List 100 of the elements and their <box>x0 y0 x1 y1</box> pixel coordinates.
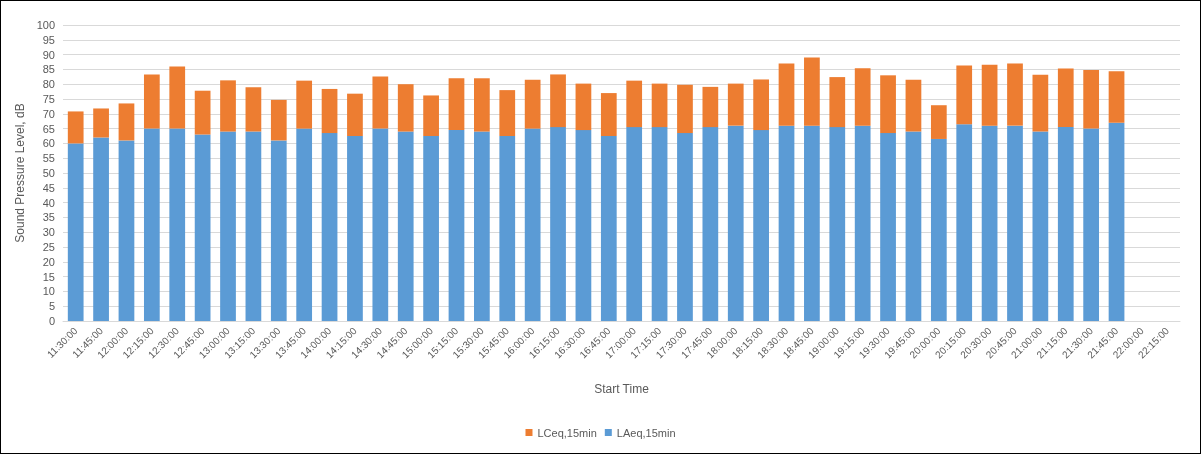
bar <box>194 90 211 135</box>
bar <box>347 93 363 136</box>
bar <box>93 108 109 138</box>
bar <box>321 88 338 134</box>
bar <box>448 78 465 131</box>
bar <box>143 74 160 129</box>
bar <box>245 87 262 132</box>
bar <box>448 130 465 321</box>
y-tick-label: 0 <box>48 315 55 327</box>
y-tick-label: 20 <box>42 255 55 268</box>
bar <box>372 128 389 321</box>
bar <box>626 80 643 128</box>
bar <box>1007 125 1023 321</box>
bar <box>930 105 947 139</box>
bar <box>600 136 617 321</box>
bar <box>499 136 516 321</box>
bar <box>956 124 973 321</box>
y-tick-label: 95 <box>42 33 55 46</box>
bar <box>804 57 820 126</box>
y-tick-label: 65 <box>42 122 55 135</box>
y-tick-label: 45 <box>42 181 55 194</box>
bar <box>321 133 338 321</box>
bar <box>677 133 693 321</box>
bar <box>169 66 186 129</box>
bar <box>474 131 490 321</box>
bar <box>93 137 109 321</box>
y-tick-label: 75 <box>42 93 55 105</box>
y-tick-label: 35 <box>42 211 55 224</box>
bar <box>829 77 846 128</box>
bar <box>1108 122 1125 321</box>
bar <box>981 125 998 321</box>
y-tick-label: 60 <box>42 137 55 150</box>
bar <box>778 125 795 321</box>
y-tick-label: 100 <box>36 19 55 31</box>
bar <box>245 131 262 321</box>
bar <box>296 80 313 129</box>
bar <box>880 75 896 134</box>
bar <box>1057 127 1074 321</box>
y-tick-label: 25 <box>42 241 55 253</box>
bar <box>524 128 541 321</box>
bar <box>499 90 516 136</box>
y-tick-label: 10 <box>42 285 55 298</box>
bar <box>753 79 769 131</box>
legend-label: LCeq,15min <box>537 426 597 439</box>
bar <box>778 63 795 126</box>
bar <box>1083 69 1100 129</box>
legend-label: LAeq,15min <box>616 426 676 439</box>
bar <box>524 79 541 129</box>
bar <box>804 125 820 321</box>
bar <box>829 127 846 321</box>
bar <box>220 80 236 132</box>
bar <box>67 111 84 144</box>
x-axis-title: Start Time <box>594 382 650 396</box>
bar <box>575 130 592 321</box>
bar <box>956 65 973 125</box>
y-tick-label: 85 <box>42 63 55 76</box>
y-tick-label: 55 <box>42 152 55 165</box>
bar <box>1057 68 1074 128</box>
bar <box>296 128 313 321</box>
bar <box>702 86 719 128</box>
bar <box>118 140 135 321</box>
bar <box>270 99 287 141</box>
bar <box>1108 71 1125 123</box>
bar <box>651 127 668 321</box>
bar <box>905 79 922 132</box>
bar <box>727 83 744 126</box>
bar <box>600 93 617 136</box>
bar <box>1007 63 1023 126</box>
bar <box>1083 128 1100 321</box>
bar <box>347 136 363 321</box>
bar <box>423 95 439 136</box>
bar <box>575 83 592 131</box>
y-tick-label: 70 <box>42 107 55 120</box>
bar <box>854 68 871 126</box>
bar <box>118 103 135 141</box>
y-tick-label: 50 <box>42 167 55 179</box>
bar <box>423 136 439 321</box>
y-tick-label: 90 <box>42 48 55 61</box>
bar <box>677 84 693 134</box>
bar <box>270 140 287 321</box>
bar <box>930 138 947 321</box>
bar <box>397 131 414 321</box>
bar <box>397 84 414 132</box>
bar <box>1032 74 1049 132</box>
bar <box>169 128 186 321</box>
bar <box>880 133 896 321</box>
bar <box>854 125 871 321</box>
bar <box>550 127 566 321</box>
bar <box>626 127 643 321</box>
bar <box>1032 131 1049 321</box>
bar <box>753 130 769 321</box>
y-tick-label: 40 <box>42 196 55 209</box>
y-tick-label: 5 <box>48 300 55 313</box>
bar <box>905 131 922 321</box>
y-tick-label: 80 <box>42 78 55 91</box>
bar <box>143 128 160 321</box>
bar <box>550 74 566 128</box>
bar <box>981 64 998 126</box>
bar <box>220 131 236 321</box>
bar <box>372 76 389 129</box>
